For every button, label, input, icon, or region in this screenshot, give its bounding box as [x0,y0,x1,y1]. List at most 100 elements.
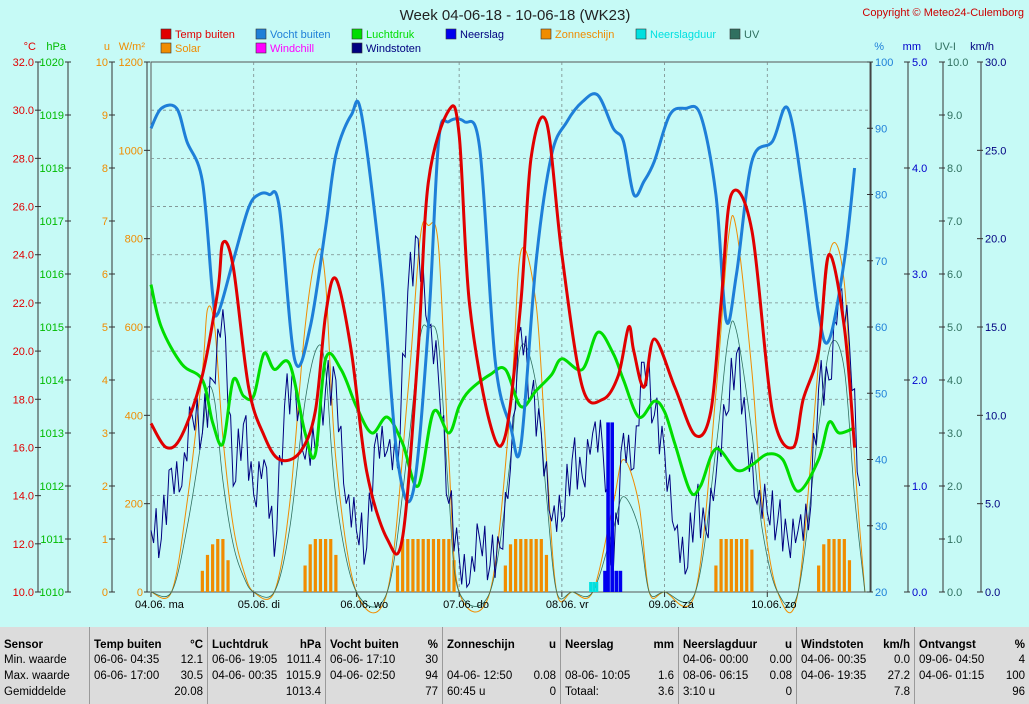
legend-swatch [255,28,267,40]
table-cell: Totaal: 3.6 [565,685,674,700]
sunshine-bar [822,544,826,592]
axis-tick-label-left: 6 [102,269,108,281]
axis-tick-label-left: 3 [102,428,108,440]
table-cell-value: 0.08 [769,670,792,682]
axis-tick-label-right: 5.0 [912,57,927,69]
axis-tick-label-left: 1013 [40,428,64,440]
sunshine-bar [714,565,718,592]
axis-tick-label-right: 9.0 [947,110,962,122]
luchtdruk-line [149,284,856,497]
table-row-label: Min. waarde [4,654,67,666]
axis-tick-label-right: 2.0 [947,481,962,493]
sunshine-bar [524,539,528,592]
table-cell [565,653,674,668]
axis-tick-label-right: 15.0 [985,322,1006,334]
table-header-unit: u [548,639,556,651]
table-cell-value: 0.0 [894,654,910,666]
sunshine-bar [837,539,841,592]
axis-tick-label-right: 1.0 [912,481,927,493]
axis-tick-label-left: 1011 [40,534,64,546]
axis-tick-label-left: 200 [125,499,143,511]
axis-tick-label-left: 1019 [40,110,64,122]
table-header: Windstoten km/h [801,638,910,653]
table-cell: 7.8 [801,685,910,700]
sunshine-bar [211,544,215,592]
table-column: Vocht buiten% 06-06- 17:10 30 04-06- 02:50 9… [326,627,443,704]
axis-tick-label-left: 9 [102,110,108,122]
table-cell: 06-06- 17:10 30 [330,653,438,668]
sunshine-bar [221,539,225,592]
table-cell-value: 30 [425,654,438,666]
axis-tick-label-left: 1016 [40,269,64,281]
sunshine-bar [514,539,518,592]
uv-line [150,320,866,608]
sunshine-bar [544,554,549,592]
sunshine-bar [724,539,728,592]
axis-tick-label-left: 18.0 [13,394,34,406]
axis-tick-label-left: 1000 [119,145,143,157]
axis-tick-label-right: 30 [875,521,887,533]
table-cell-value: 100 [1005,670,1025,682]
table-header: Temp buiten °C [94,638,203,653]
table-column: Temp buiten °C 06-06- 04:35 12.1 06-06- 17:0… [90,627,208,704]
windstoten-line [150,234,861,589]
axis-tick-label-right: 8.0 [947,163,962,175]
sunshine-bar [416,539,420,592]
table-cell: 04-06- 02:50 94 [330,669,438,684]
sunshine-bar [452,560,456,592]
neerslag-bar [614,570,619,592]
table-cell-time: 06-06- 17:10 [330,654,396,666]
axis-tick-label-left: 30.0 [13,105,34,117]
x-axis-label: 07.06. do [443,599,489,611]
table-cell: Gemiddelde [4,685,85,700]
axis-unit-left: hPa [46,41,66,53]
axis-tick-label-left: 22.0 [13,298,34,310]
weather-chart: Week 04-06-18 - 10-06-18 (WK23) Copyrigh… [12,7,1024,614]
chart-title: Week 04-06-18 - 10-06-18 (WK23) [400,7,631,24]
axis-unit-right: km/h [970,41,994,53]
table-cell-value: 77 [425,686,438,698]
copyright-text: Copyright © Meteo24-Culemborg [862,7,1024,19]
axis-tick-label-left: 1015 [40,322,64,334]
table-cell-value: 30.5 [180,670,203,682]
axis-tick-label-right: 20.0 [985,234,1006,246]
sunshine-bar [539,539,543,592]
sunshine-bar [437,539,441,592]
axis-tick-label-left: 0 [137,587,143,599]
axis-tick-label-right: 6.0 [947,269,962,281]
plot-area [149,61,871,614]
axis-tick-label-right: 4.0 [912,163,927,175]
legend-swatch [351,42,363,54]
axis-unit-right: % [874,41,884,53]
legend-label: Solar [175,43,201,55]
axis-tick-label-right: 50 [875,388,887,400]
table-header-label: Neerslag [565,639,614,651]
table-cell: 04-06- 01:15 100 [919,669,1025,684]
table-column: Sensor Min. waarde Max. waarde Gemiddelde [0,627,90,704]
table-cell-time: 04-06- 00:00 [683,654,749,666]
axis-tick-label-left: 1020 [40,57,64,69]
legend-swatch [635,28,647,40]
neerslag-bar [618,570,623,592]
plot-frame [150,61,871,593]
table-header-label: Ontvangst [919,639,976,651]
sunshine-bar [308,544,312,592]
sunshine-bar [318,539,323,592]
statistics-table: Sensor Min. waarde Max. waarde Gemiddelde Te… [0,627,1029,704]
axis-tick-label-left: 800 [125,234,143,246]
sunshine-bar [847,560,852,592]
table-header-label: Temp buiten [94,639,162,651]
table-header: Sensor [4,638,85,653]
neerslagduur-bar [592,582,596,592]
neerslagduur-bar [589,582,593,592]
axis-tick-label-right: 1.0 [947,534,962,546]
temp-buiten-line [149,104,857,556]
table-header-label: Neerslagduur [683,639,758,651]
table-column: Windstoten km/h 04-06- 00:35 0.0 04-06- 19:3… [797,627,915,704]
sunshine-bar [200,570,204,592]
sunshine-bar [508,544,513,592]
table-cell: 04-06- 12:50 0.08 [447,669,556,684]
axis-unit-left: W/m² [119,41,146,53]
axis-tick-label-left: 600 [125,322,143,334]
table-row-label: Gemiddelde [4,686,67,698]
